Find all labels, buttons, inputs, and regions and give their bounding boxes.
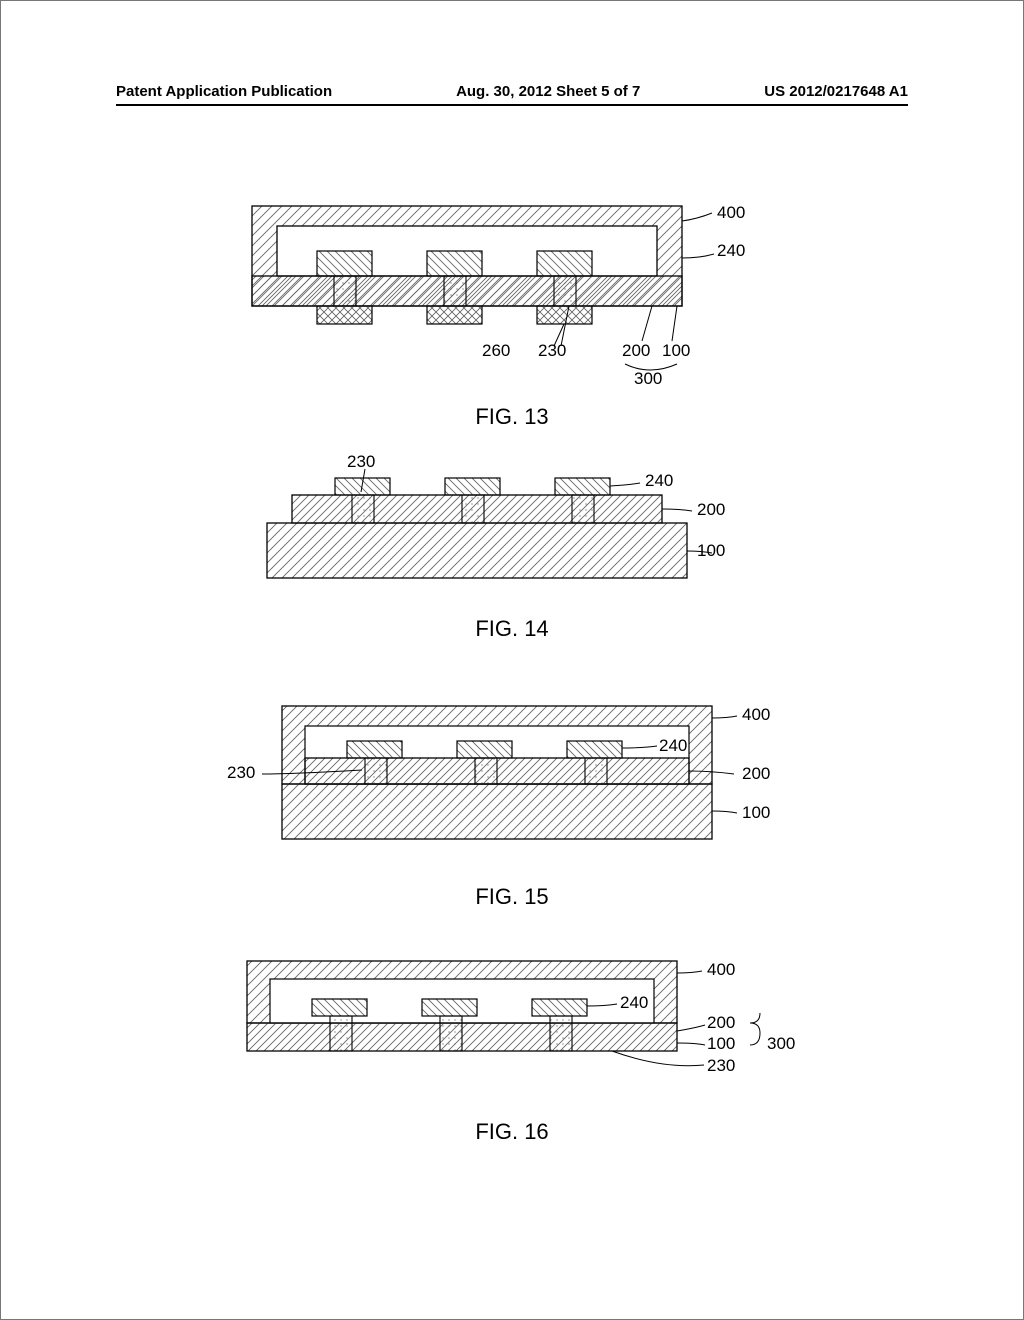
label-200: 200 [707,1013,735,1032]
page: Patent Application Publication Aug. 30, … [0,0,1024,1320]
label-200: 200 [697,500,725,519]
header-center: Aug. 30, 2012 Sheet 5 of 7 [456,83,640,100]
fig13-caption: FIG. 13 [232,404,792,430]
label-230: 230 [227,763,255,782]
fig16-caption: FIG. 16 [212,1119,812,1145]
figure-15: 230 400 240 200 100 FIG. 15 [227,696,797,910]
header-left: Patent Application Publication [116,83,332,100]
label-240: 240 [620,993,648,1012]
page-header: Patent Application Publication Aug. 30, … [116,83,908,106]
label-100: 100 [707,1034,735,1053]
label-200: 200 [622,341,650,360]
figure-16: 400 240 200 100 230 300 FIG. 16 [212,951,812,1145]
label-400: 400 [717,203,745,222]
header-right: US 2012/0217648 A1 [764,83,908,100]
label-240: 240 [645,471,673,490]
label-260: 260 [482,341,510,360]
fig15-svg: 230 400 240 200 100 [227,696,797,866]
fig15-caption: FIG. 15 [227,884,797,910]
label-100: 100 [742,803,770,822]
label-400: 400 [742,705,770,724]
fig14-caption: FIG. 14 [247,616,777,642]
label-230: 230 [347,453,375,471]
label-400: 400 [707,960,735,979]
fig13-svg: 400 240 260 230 200 100 300 [232,196,792,386]
fig14-svg: 230 240 200 100 [247,453,777,598]
label-230: 230 [707,1056,735,1075]
label-100: 100 [697,541,725,560]
figure-14: 230 240 200 100 FIG. 14 [247,453,777,642]
fig16-svg: 400 240 200 100 230 300 [212,951,812,1101]
label-240: 240 [717,241,745,260]
label-200: 200 [742,764,770,783]
label-100: 100 [662,341,690,360]
label-300: 300 [634,369,662,386]
figure-13: 400 240 260 230 200 100 300 FIG. 13 [232,196,792,430]
label-300: 300 [767,1034,795,1053]
label-240: 240 [659,736,687,755]
label-230: 230 [538,341,566,360]
